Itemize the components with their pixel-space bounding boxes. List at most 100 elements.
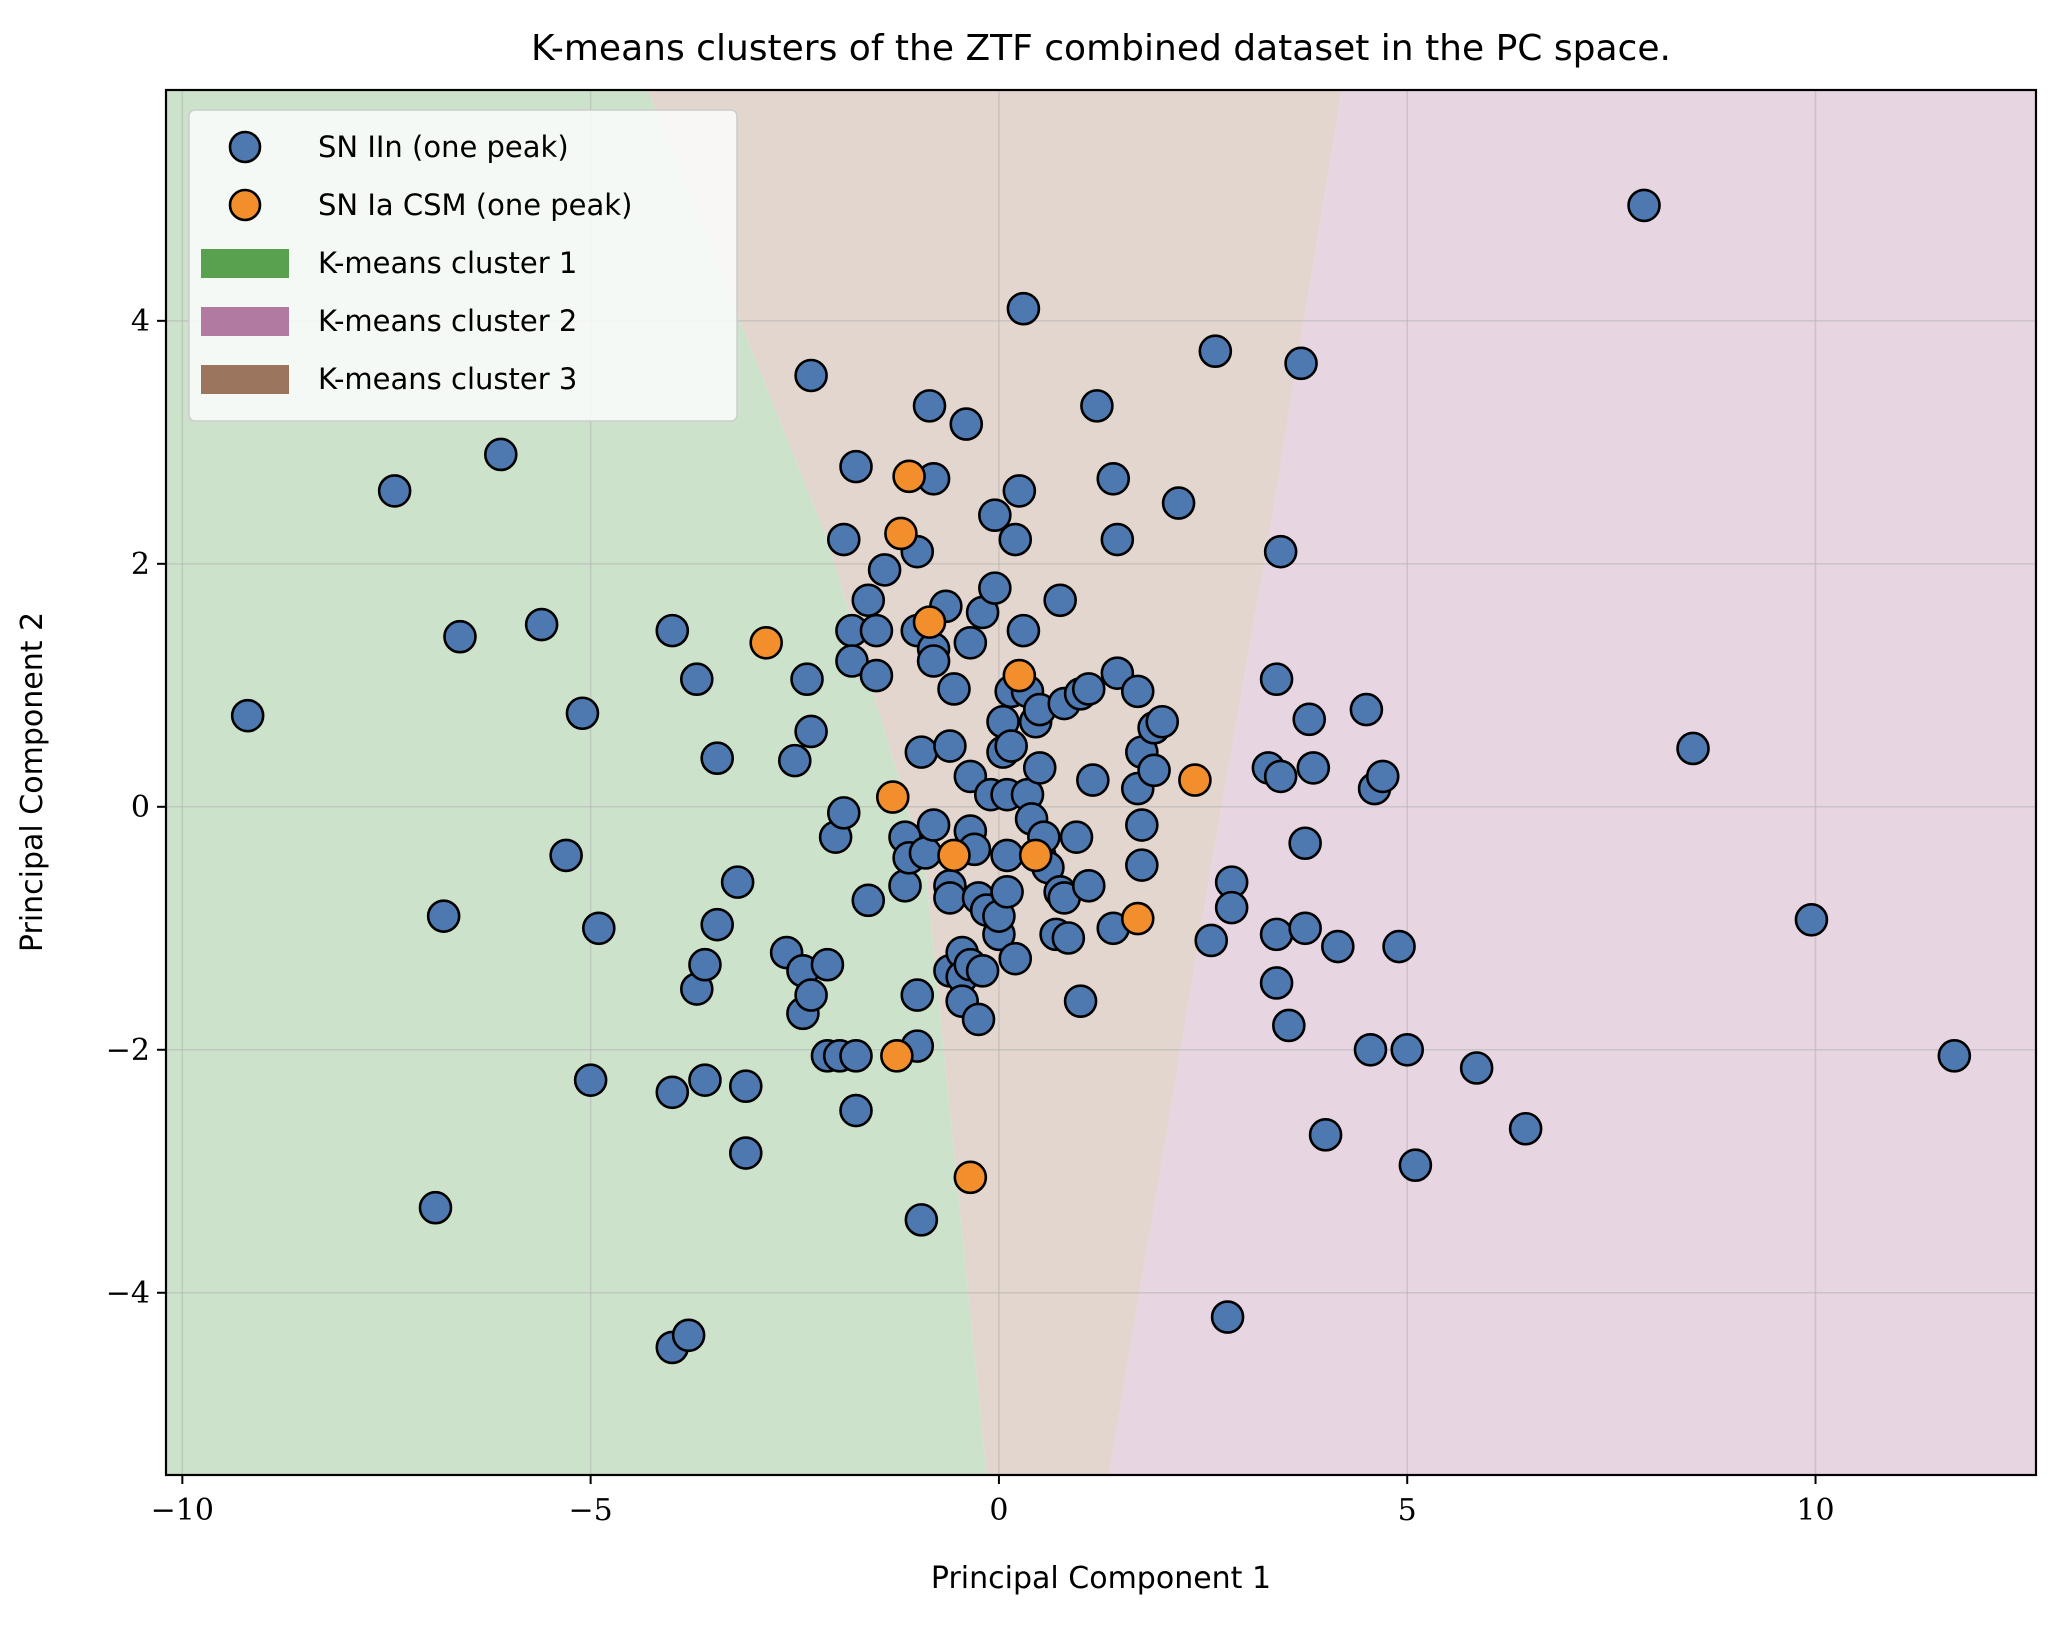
sn-iin-point <box>700 907 735 942</box>
x-tick-label: −10 <box>151 1493 214 1528</box>
sn-iin-point <box>1353 1032 1388 1067</box>
sn-iin-point <box>484 437 518 472</box>
y-tick-label: 2 <box>131 547 150 582</box>
sn-iin-point <box>1051 921 1086 955</box>
sn-iin-point <box>573 1063 608 1097</box>
x-tick-label: −5 <box>569 1493 613 1528</box>
sn-iin-point <box>418 1190 453 1225</box>
sn-iin-point <box>937 672 971 706</box>
sn-iin-point <box>1284 346 1318 381</box>
sn-ia-csm-point <box>880 1039 914 1073</box>
sn-iin-point <box>826 796 861 830</box>
sn-iin-point <box>1125 808 1159 842</box>
sn-iin-point <box>851 883 886 918</box>
sn-iin-point <box>1288 826 1322 861</box>
legend-patch <box>201 249 289 278</box>
sn-iin-point <box>978 498 1012 533</box>
sn-iin-point <box>1002 474 1037 508</box>
sn-iin-point <box>794 358 828 393</box>
chart-title: K-means clusters of the ZTF combined dat… <box>531 28 1671 69</box>
sn-iin-point <box>859 613 894 648</box>
legend-entry-3: K-means cluster 1 <box>201 246 577 280</box>
sn-ia-csm-point <box>912 605 947 639</box>
y-axis: −4 −2 0 2 4 <box>106 304 166 1311</box>
sn-ia-csm-point <box>875 780 910 814</box>
sn-iin-point <box>1125 848 1159 882</box>
sn-iin-point <box>810 947 845 982</box>
sn-ia-csm-point <box>1178 763 1212 797</box>
sn-iin-point <box>1296 751 1331 785</box>
sn-iin-point <box>888 868 922 903</box>
sn-iin-point <box>581 911 616 946</box>
sn-iin-point <box>916 808 951 842</box>
y-tick-label: −2 <box>106 1033 150 1068</box>
sn-iin-point <box>688 1063 722 1097</box>
sn-iin-point <box>998 522 1033 557</box>
sn-iin-point <box>549 838 583 873</box>
sn-iin-point <box>933 881 967 915</box>
x-axis-label: Principal Component 1 <box>931 1561 1271 1596</box>
legend-entry-1: SN IIn (one peak) <box>228 130 569 164</box>
sn-iin-point <box>1063 984 1098 1018</box>
sn-ia-csm-point <box>953 1160 988 1195</box>
sn-iin-point <box>1198 334 1233 369</box>
sn-iin-point <box>965 954 1000 988</box>
sn-iin-point <box>826 522 861 557</box>
legend-entry-2: SN Ia CSM (one peak) <box>228 188 632 222</box>
sn-iin-point <box>1145 704 1180 739</box>
sn-iin-point <box>1272 1008 1306 1043</box>
sn-iin-point <box>443 619 477 654</box>
sn-iin-point <box>859 658 894 693</box>
sn-iin-point <box>1059 820 1094 854</box>
sn-iin-point <box>794 714 828 749</box>
sn-iin-point <box>1071 672 1106 706</box>
sn-iin-point <box>1137 753 1171 788</box>
plot-frame <box>164 88 2038 1477</box>
legend-label: SN IIn (one peak) <box>318 130 569 164</box>
legend-patch <box>201 365 289 394</box>
sn-iin-point <box>728 1136 763 1170</box>
sn-iin-point <box>978 571 1012 605</box>
sn-ia-csm-point <box>1018 838 1053 873</box>
sn-iin-point <box>1508 1111 1543 1146</box>
sn-iin-point <box>655 613 690 648</box>
sn-iin-point <box>1006 291 1041 326</box>
sn-iin-point <box>790 662 824 697</box>
sn-iin-point <box>908 836 943 870</box>
sn-iin-point <box>953 625 988 660</box>
sn-iin-point <box>994 729 1028 763</box>
sn-iin-point <box>835 644 869 678</box>
sn-iin-point <box>867 553 902 587</box>
sn-iin-point <box>1321 929 1355 964</box>
sn-iin-point <box>1794 902 1829 937</box>
sn-iin-point <box>1210 1300 1245 1334</box>
x-tick-label: 0 <box>989 1493 1008 1528</box>
sn-iin-point <box>1259 917 1294 952</box>
sn-iin-point <box>839 1039 873 1073</box>
sn-iin-point <box>904 735 939 769</box>
sn-iin-point <box>671 1318 706 1353</box>
sn-iin-point <box>230 698 265 733</box>
sn-iin-point <box>1398 1148 1433 1182</box>
cluster-region-1 <box>166 90 987 1475</box>
sn-iin-point <box>949 407 984 441</box>
sn-iin-point <box>1161 486 1196 520</box>
sn-iin-point <box>1365 759 1400 794</box>
x-axis: −10 −5 0 5 10 <box>151 1475 1835 1528</box>
sn-iin-point <box>1080 389 1114 423</box>
legend-box <box>188 109 738 422</box>
x-tick-label: 5 <box>1398 1493 1417 1528</box>
sn-iin-point <box>933 729 967 763</box>
sn-iin-point <box>1259 966 1294 1000</box>
sn-iin-point <box>524 607 559 642</box>
sn-iin-point <box>1022 751 1057 785</box>
y-tick-label: 4 <box>131 304 150 339</box>
sn-iin-point <box>1627 188 1661 223</box>
sn-iin-point <box>839 449 873 484</box>
sn-iin-point <box>700 741 735 776</box>
sn-iin-point <box>998 941 1033 976</box>
series-sn-iin <box>230 188 1972 1365</box>
legend-entry-4: K-means cluster 2 <box>201 304 577 338</box>
sn-iin-point <box>679 662 714 697</box>
sn-iin-point <box>426 899 461 933</box>
